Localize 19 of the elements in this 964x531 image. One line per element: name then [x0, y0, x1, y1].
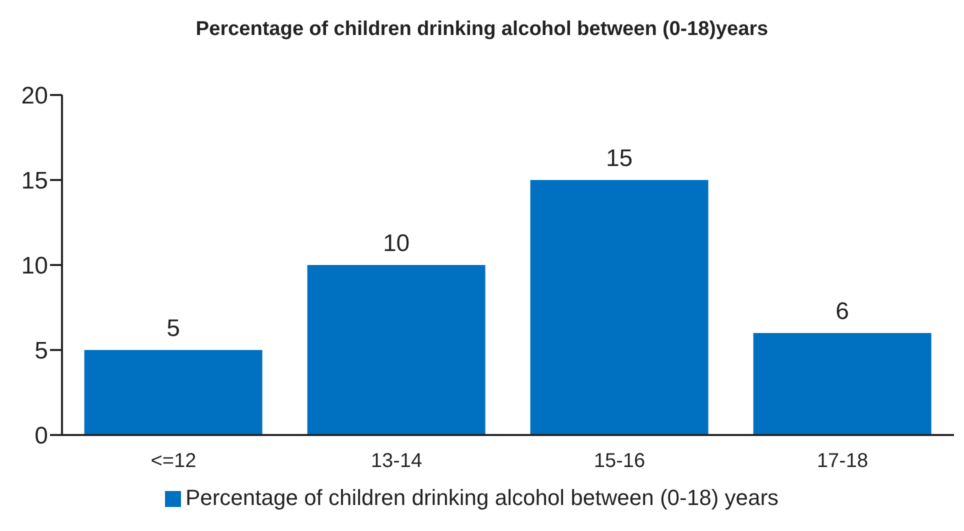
x-tick-label: 13-14 — [370, 450, 422, 472]
bar — [530, 180, 708, 435]
bar — [84, 350, 262, 435]
y-tick-label: 15 — [21, 168, 48, 195]
data-label: 10 — [382, 230, 410, 257]
y-tick-label: 5 — [34, 338, 48, 365]
data-label: 15 — [606, 145, 633, 172]
y-tick-label: 20 — [21, 82, 48, 110]
chart-title: Percentage of children drinking alcohol between (0-18)years — [194, 18, 770, 41]
x-tick-label: 17-18 — [816, 450, 868, 472]
bar — [307, 265, 486, 435]
y-tick-label: 10 — [21, 252, 48, 280]
x-tick-label: 15-16 — [594, 450, 646, 472]
x-tick-label: <=12 — [150, 450, 196, 472]
legend-label: Percentage of children drinking alcohol between (0-18) years — [185, 485, 779, 510]
y-tick-label: 0 — [34, 422, 48, 450]
data-label: 5 — [166, 315, 180, 342]
data-label: 6 — [836, 298, 849, 325]
bar — [753, 333, 932, 435]
